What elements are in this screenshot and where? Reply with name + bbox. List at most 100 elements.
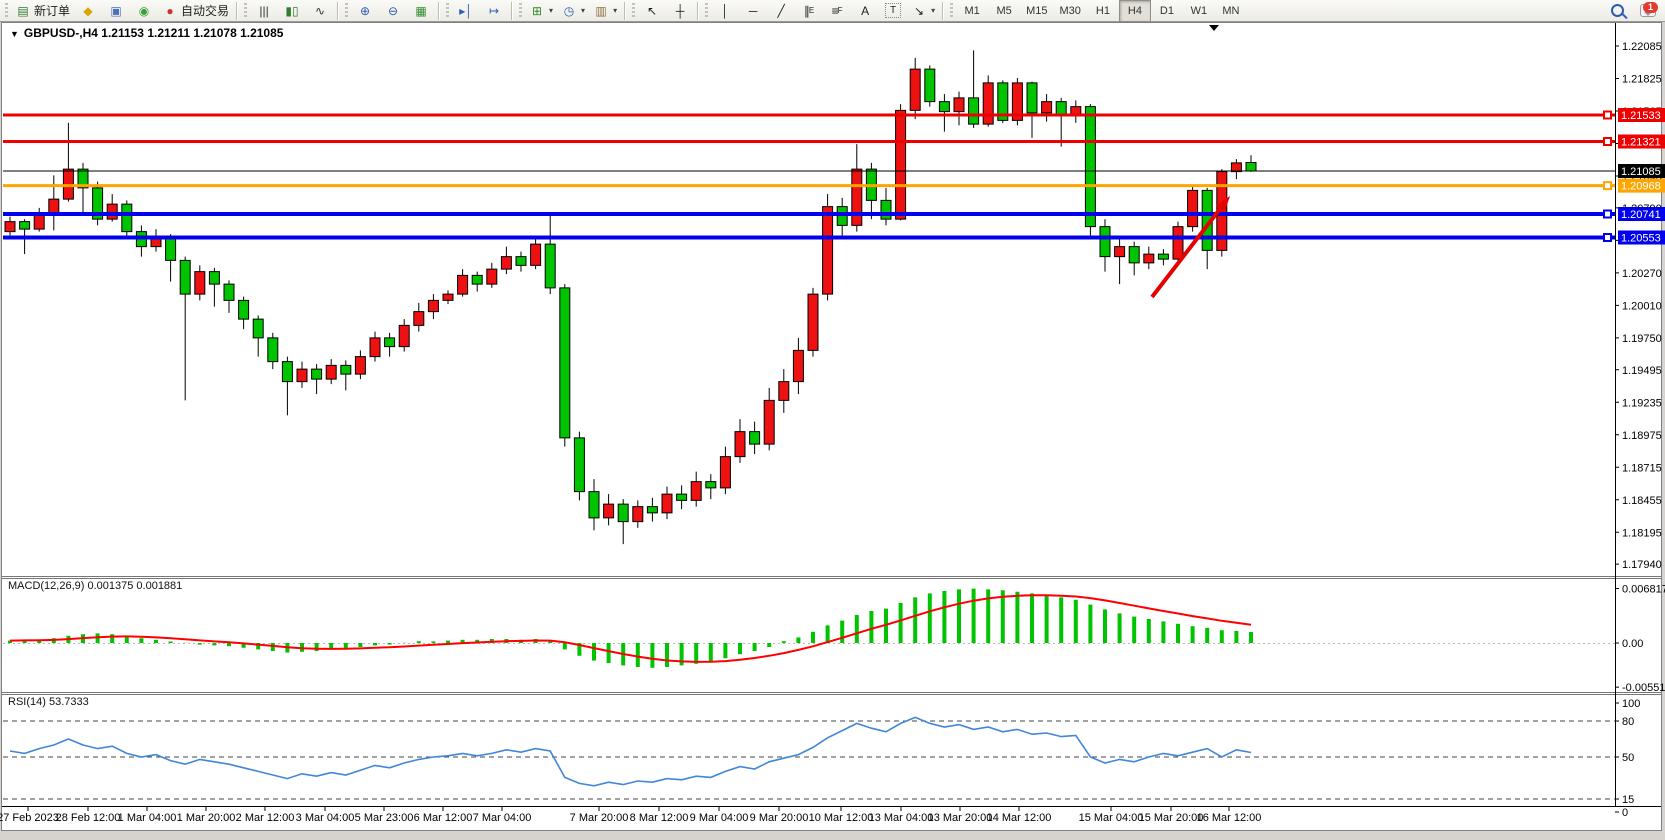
svg-text:1.20553: 1.20553 bbox=[1621, 233, 1661, 245]
market-icon: ◆ bbox=[83, 3, 93, 18]
toolbar-grip bbox=[446, 2, 450, 19]
chart-window[interactable] bbox=[1, 22, 1662, 831]
crosshair-button[interactable]: ┼ bbox=[666, 0, 694, 22]
zoom-out-button[interactable]: ⊖ bbox=[379, 0, 407, 22]
toolbar-separator bbox=[438, 1, 441, 20]
fibonacci-button[interactable]: ≡ F bbox=[823, 0, 851, 22]
equidistant-channel-button[interactable]: ∥ E bbox=[795, 0, 823, 22]
timeframe-mn-button[interactable]: MN bbox=[1222, 4, 1240, 17]
svg-text:7 Mar 20:00: 7 Mar 20:00 bbox=[570, 812, 629, 824]
timeframe-m15-button[interactable]: M15 bbox=[1026, 4, 1048, 17]
vertical-line-button[interactable]: │ bbox=[711, 0, 739, 22]
svg-text:27 Feb 2023: 27 Feb 2023 bbox=[0, 812, 59, 824]
tile-windows-button[interactable]: ▦ bbox=[407, 0, 435, 22]
market-button[interactable]: ◆ bbox=[74, 0, 102, 22]
toolbar-separator bbox=[337, 1, 340, 20]
autotrading-icon: ● bbox=[166, 3, 174, 18]
timeframe-w1-button[interactable]: W1 bbox=[1190, 4, 1208, 17]
autotrading-button[interactable]: ● 自动交易 bbox=[158, 0, 233, 22]
timeframe-m1-button[interactable]: M1 bbox=[964, 4, 980, 17]
arrow-tools-button[interactable]: ↘ ▾ bbox=[907, 0, 939, 22]
svg-text:6 Mar 12:00: 6 Mar 12:00 bbox=[414, 812, 473, 824]
timeframe-d1-button[interactable]: D1 bbox=[1159, 4, 1174, 17]
svg-text:1.20968: 1.20968 bbox=[1621, 181, 1661, 193]
data-window-icon: ▣ bbox=[110, 3, 122, 18]
notifications-button[interactable]: 1 bbox=[1631, 0, 1665, 22]
cursor-button[interactable]: ↖ bbox=[638, 0, 666, 22]
trend-arrow-annotation[interactable] bbox=[1150, 196, 1230, 299]
indicators-button[interactable]: ⊞ ▾ bbox=[525, 0, 557, 22]
periods-icon: ◷ bbox=[563, 3, 575, 18]
data-window-button[interactable]: ▣ bbox=[102, 0, 130, 22]
chart-shift-button[interactable]: ↦ bbox=[480, 0, 508, 22]
zoom-out-icon: ⊖ bbox=[388, 3, 399, 18]
candlestick-chart-icon: ▮▯ bbox=[285, 3, 299, 18]
toolbar-separator bbox=[624, 1, 627, 20]
svg-text:28 Feb 12:00: 28 Feb 12:00 bbox=[56, 812, 121, 824]
svg-text:15 Mar 04:00: 15 Mar 04:00 bbox=[1079, 812, 1144, 824]
price-badges: 1.21533 1.21321 1.21085 1.20968 1.20741 1.205… bbox=[1618, 108, 1665, 245]
signals-icon: ◉ bbox=[138, 3, 150, 18]
svg-text:15: 15 bbox=[1622, 794, 1634, 806]
trendline-button[interactable]: ╱ bbox=[767, 0, 795, 22]
new-order-icon: ▤ bbox=[17, 3, 29, 18]
cursor-icon: ↖ bbox=[647, 3, 658, 18]
candlestick-chart-button[interactable]: ▮▯ bbox=[278, 0, 306, 22]
svg-text:1.18975: 1.18975 bbox=[1622, 430, 1662, 442]
tile-windows-icon: ▦ bbox=[415, 3, 427, 18]
text-label-button[interactable]: T bbox=[879, 0, 907, 22]
candles bbox=[4, 50, 1257, 545]
new-order-button[interactable]: ▤ 新订单 bbox=[11, 0, 74, 22]
svg-text:1 Mar 04:00: 1 Mar 04:00 bbox=[118, 812, 177, 824]
svg-text:1.20270: 1.20270 bbox=[1622, 268, 1662, 280]
toolbar-grip bbox=[705, 2, 709, 19]
periods-button[interactable]: ◷ ▾ bbox=[557, 0, 589, 22]
svg-text:1.18455: 1.18455 bbox=[1622, 495, 1662, 507]
toolbar-separator bbox=[697, 1, 700, 20]
svg-text:1.20741: 1.20741 bbox=[1621, 209, 1661, 221]
svg-text:1.21533: 1.21533 bbox=[1621, 110, 1661, 122]
zoom-in-button[interactable]: ⊕ bbox=[351, 0, 379, 22]
text-icon: A bbox=[861, 3, 870, 18]
bar-chart-icon: ||| bbox=[259, 3, 269, 18]
bar-chart-button[interactable]: ||| bbox=[250, 0, 278, 22]
templates-button[interactable]: ▥ ▾ bbox=[589, 0, 621, 22]
search-button[interactable] bbox=[1603, 0, 1631, 22]
chart-chrome bbox=[1, 22, 1662, 831]
auto-scroll-button[interactable]: ▸│ bbox=[452, 0, 480, 22]
toolbar-separator bbox=[511, 1, 514, 20]
chevron-down-icon: ▾ bbox=[581, 6, 586, 15]
svg-text:1.22085: 1.22085 bbox=[1622, 41, 1662, 53]
svg-text:1.20010: 1.20010 bbox=[1622, 300, 1662, 312]
timeframe-toolbar: M1 M5 M15 M30 H1 H4 D1 W1 MN bbox=[956, 0, 1247, 22]
toolbar-grip bbox=[519, 2, 523, 19]
horizontal-line-button[interactable]: ─ bbox=[739, 0, 767, 22]
svg-text:2 Mar 12:00: 2 Mar 12:00 bbox=[236, 812, 295, 824]
new-order-label: 新订单 bbox=[34, 4, 71, 18]
toolbar-groups: ▤ 新订单 ◆ ▣ ◉ ● 自动交易 ||| ▮▯ ∿ ⊕ ⊖ ▦ ▸│ ↦ ⊞ ▾ ◷ ▾ ▥ ▾ ↖ ┼ │ ─ ╱ ∥ E ≡ F A… bbox=[2, 0, 947, 22]
timeframe-m30-button[interactable]: M30 bbox=[1059, 4, 1081, 17]
svg-text:0.006817: 0.006817 bbox=[1622, 583, 1665, 595]
chart-title-text: GBPUSD-,H4 1.21153 1.21211 1.21078 1.210… bbox=[23, 26, 284, 40]
text-button[interactable]: A bbox=[851, 0, 879, 22]
svg-text:5 Mar 23:00: 5 Mar 23:00 bbox=[355, 812, 414, 824]
timeframe-m5-button[interactable]: M5 bbox=[996, 4, 1012, 17]
svg-text:1.17940: 1.17940 bbox=[1622, 559, 1662, 571]
autotrading-label: 自动交易 bbox=[181, 4, 230, 18]
timeframe-h1-button[interactable]: H1 bbox=[1095, 4, 1110, 17]
collapse-triangle-icon[interactable]: ▼ bbox=[10, 29, 19, 39]
svg-text:1.18195: 1.18195 bbox=[1622, 527, 1662, 539]
line-chart-button[interactable]: ∿ bbox=[306, 0, 334, 22]
svg-text:1.19495: 1.19495 bbox=[1622, 365, 1662, 377]
timeframe-h4-button[interactable]: H4 bbox=[1118, 0, 1151, 22]
signals-button[interactable]: ◉ bbox=[130, 0, 158, 22]
toolbar-grip bbox=[244, 2, 248, 19]
horizontal-lines[interactable] bbox=[3, 110, 1615, 242]
toolbar-grip bbox=[5, 2, 8, 19]
svg-text:1.21321: 1.21321 bbox=[1621, 137, 1661, 149]
toolbar-grip bbox=[950, 2, 954, 19]
chart-shift-icon: ↦ bbox=[489, 3, 500, 18]
svg-text:1.18715: 1.18715 bbox=[1622, 462, 1662, 474]
